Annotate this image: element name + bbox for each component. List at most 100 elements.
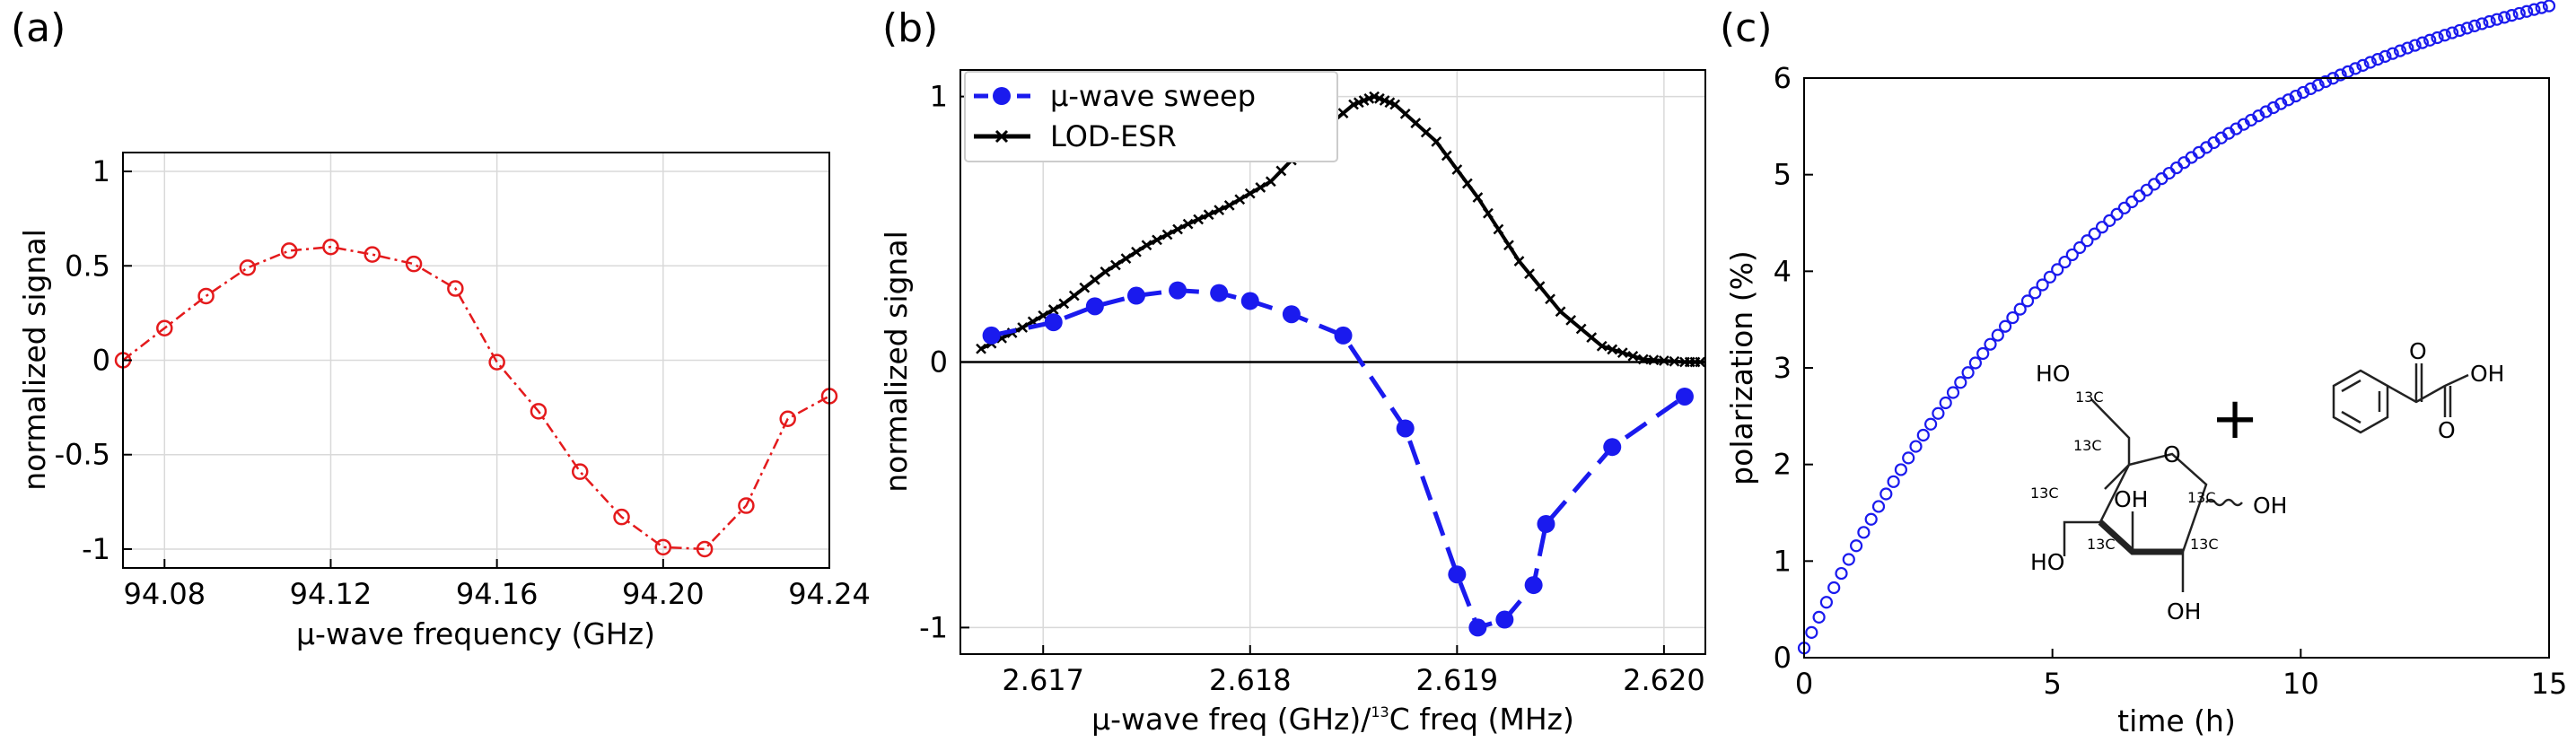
data-point	[654, 538, 672, 556]
mol-label-ring-o: O	[2163, 441, 2181, 467]
x-tick-label: 0	[1795, 667, 1813, 701]
data-point	[2081, 234, 2094, 248]
data-point	[2169, 161, 2184, 175]
data-point	[447, 280, 464, 297]
lod-esr-marker	[1389, 99, 1401, 110]
data-point	[2490, 13, 2503, 26]
data-point	[488, 354, 505, 371]
data-point	[2341, 65, 2354, 79]
lod-esr-marker	[1203, 209, 1214, 221]
data-point	[2408, 39, 2422, 52]
data-point	[2349, 62, 2362, 75]
data-point	[2013, 302, 2027, 316]
lod-esr-marker	[1648, 354, 1660, 366]
panel-a-label: (a)	[11, 5, 66, 51]
panel-c-ylabel: polarization (%)	[1724, 250, 1759, 485]
mol-label-c3: 13C	[2087, 536, 2116, 553]
data-point	[2535, 1, 2548, 14]
data-point	[2318, 74, 2333, 89]
lod-esr-marker	[1172, 223, 1183, 235]
data-point	[2475, 17, 2489, 31]
data-point	[2297, 85, 2310, 100]
data-point	[2073, 240, 2087, 255]
x-tick-label: 94.20	[622, 577, 705, 611]
data-point	[239, 259, 257, 276]
data-point	[1932, 406, 1945, 420]
data-point	[2334, 68, 2347, 82]
data-point	[197, 287, 215, 305]
mol-label-oh-mid: OH	[2114, 486, 2148, 512]
lod-esr-marker	[1161, 229, 1173, 240]
panel-c-frame	[1803, 77, 2550, 659]
panel-b-xlabel: μ-wave freq (GHz)/13C freq (MHz)	[1091, 702, 1574, 737]
data-point	[2282, 93, 2295, 107]
lod-esr-marker	[1431, 136, 1442, 147]
data-point	[2058, 255, 2072, 269]
lod-esr-marker	[1555, 306, 1566, 318]
sweep-point	[1537, 515, 1555, 534]
data-point	[1864, 512, 1878, 526]
data-point	[1961, 366, 1975, 380]
legend-box	[964, 71, 1338, 162]
mol2-label-keto-o: O	[2409, 338, 2427, 364]
mol-label-c5: 13C	[2073, 437, 2102, 454]
data-point	[2020, 294, 2035, 308]
data-point	[571, 463, 589, 480]
data-point	[364, 246, 381, 263]
panel-a-ylabel: normalized signal	[17, 229, 52, 490]
lod-esr-marker	[1399, 108, 1411, 119]
data-point	[1819, 596, 1834, 609]
sweep-point	[1169, 281, 1187, 300]
panel-a-xlabel: μ-wave frequency (GHz)	[296, 616, 655, 651]
sweep-point	[1126, 286, 1145, 305]
data-point	[2371, 53, 2385, 66]
sweep-point	[1210, 284, 1229, 302]
data-point	[2043, 270, 2056, 284]
benzene-ring	[2332, 369, 2389, 434]
data-point	[2006, 310, 2020, 325]
legend-esr-marker	[994, 129, 1009, 144]
data-point	[1805, 625, 1818, 639]
lod-esr-marker	[1089, 274, 1100, 285]
lod-esr-marker	[1244, 188, 1256, 199]
data-point	[1954, 376, 1967, 389]
data-point	[1939, 396, 1952, 410]
x-tick-label: 2.617	[1002, 663, 1084, 697]
lod-esr-marker	[1131, 246, 1142, 258]
data-point	[1924, 417, 1938, 431]
data-point	[2520, 4, 2534, 18]
y-tick-label: 3	[1774, 351, 1792, 385]
data-point	[2117, 201, 2131, 214]
data-point	[613, 508, 630, 526]
mol-label-ho-top: HO	[2036, 361, 2070, 387]
panel-b-ylabel: normalized signal	[879, 231, 914, 492]
data-point	[696, 540, 714, 558]
legend-sweep-marker	[993, 87, 1011, 105]
data-point	[1850, 539, 1863, 553]
panel-b: (b) 2.617 2.618 2.619 2.620 -1 0 1 μ-wave freq…	[879, 5, 1706, 737]
data-point	[1902, 451, 1915, 465]
data-point	[2542, 0, 2556, 13]
lod-esr-marker	[1472, 192, 1484, 203]
lod-esr-marker	[1265, 176, 1276, 188]
data-point	[2453, 23, 2466, 38]
sweep-line	[991, 288, 1687, 631]
data-point	[1991, 328, 2004, 342]
mol2-label-oh: OH	[2470, 361, 2504, 387]
lod-esr-marker	[1451, 164, 1463, 175]
panel-b-legend: μ-wave sweep LOD-ESR	[964, 71, 1338, 162]
panel-c-ticks: 0 5 10 15 0 1 2 3 4 5 6	[1774, 61, 2568, 701]
data-point	[2438, 29, 2451, 42]
mol-label-c4: 13C	[2030, 485, 2059, 502]
lod-esr-marker	[1410, 118, 1422, 129]
lod-esr-marker	[1223, 200, 1235, 211]
data-point	[2036, 278, 2049, 292]
mol-label-ho-bottom: HO	[2030, 549, 2064, 575]
data-point	[2103, 214, 2116, 228]
x-tick-label: 2.618	[1209, 663, 1292, 697]
x-tick-label: 94.12	[290, 577, 372, 611]
data-point	[2311, 78, 2325, 92]
panel-c-xlabel: time (h)	[2117, 703, 2236, 738]
data-point	[1894, 463, 1907, 476]
